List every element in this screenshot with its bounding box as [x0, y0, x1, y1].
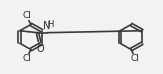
Text: Cl: Cl	[131, 54, 140, 63]
Text: Cl: Cl	[22, 11, 31, 20]
Text: N: N	[43, 21, 51, 31]
Text: H: H	[47, 20, 53, 29]
Text: O: O	[37, 44, 44, 54]
Text: Cl: Cl	[22, 54, 31, 63]
